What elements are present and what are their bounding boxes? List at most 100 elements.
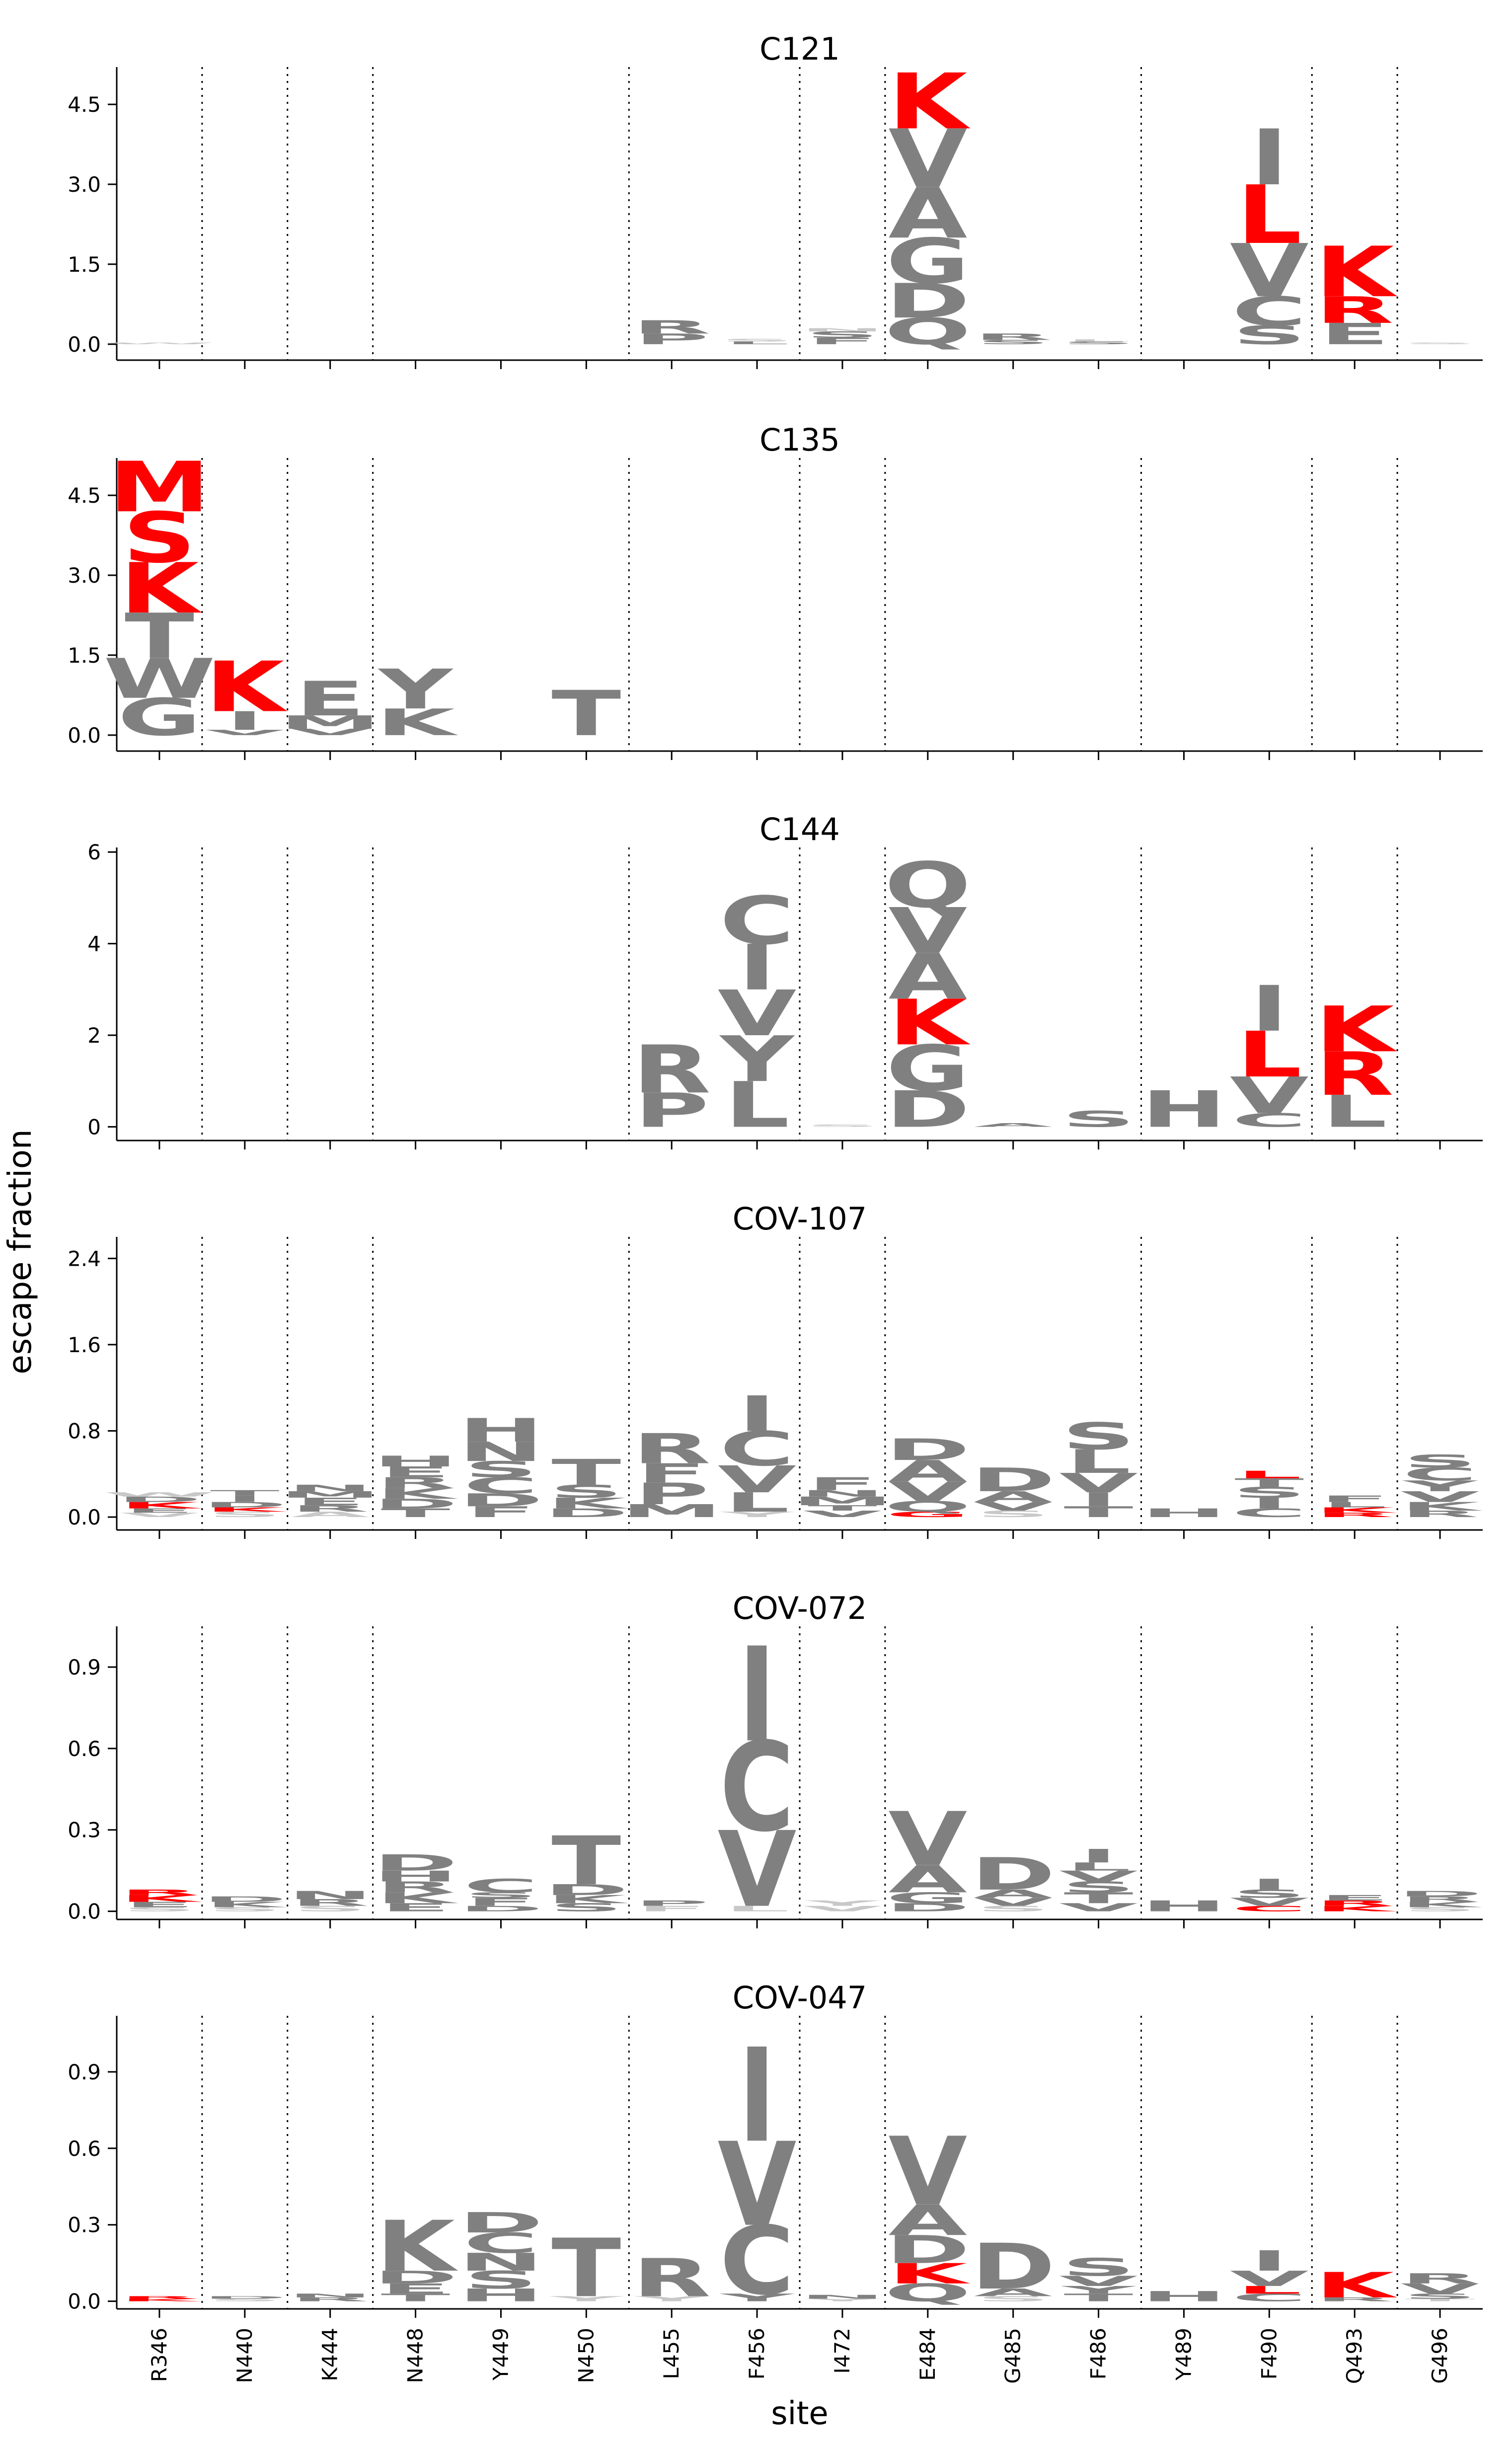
logo-letter: V: [120, 1512, 199, 1519]
logo-letter: I: [1250, 2245, 1288, 2277]
logo-letter: K: [120, 2298, 202, 2302]
logo-letter: K: [376, 1889, 459, 1907]
logo-letter: K: [376, 701, 458, 744]
logo-letter: I: [1250, 1876, 1288, 1893]
logo-letter: N: [288, 2292, 373, 2298]
panel-title: COV-047: [733, 1980, 867, 2016]
logo-letter: H: [1141, 1898, 1227, 1915]
logo-letter: D: [458, 1905, 543, 1913]
logo-letter: E: [1320, 1894, 1389, 1902]
logo-letter: V: [803, 1905, 882, 1913]
logo-letter: S: [1403, 1451, 1477, 1472]
panel-title: COV-072: [733, 1590, 867, 1626]
logo-letter: R: [1315, 1512, 1394, 1519]
logo-letter: K: [1401, 1901, 1483, 1909]
logo-letter: V: [1230, 1067, 1309, 1125]
logo-letter: A: [888, 941, 967, 1014]
logo-letter: N: [288, 1483, 373, 1494]
logo-letter: T: [1234, 1476, 1304, 1490]
y-tick-label: 4.5: [68, 92, 101, 117]
y-tick-label: 0.6: [68, 2137, 101, 2161]
site-label: L455: [659, 2328, 683, 2379]
logo-letter: R: [120, 1888, 199, 1897]
logo-letter: V: [974, 1500, 1053, 1514]
logo-letter: Q: [885, 849, 972, 922]
logo-letter: S: [1403, 1906, 1477, 1912]
logo-letter: S: [1062, 1107, 1135, 1132]
site-label: G485: [1001, 2328, 1025, 2384]
logo-letter: V: [888, 113, 967, 206]
logo-letter: F: [637, 1905, 706, 1913]
logo-letter: P: [634, 1477, 709, 1511]
logo-letter: D: [886, 1901, 970, 1914]
logo-letter: L: [725, 1069, 790, 1142]
logo-letter: I: [1250, 973, 1288, 1046]
logo-letter: V: [718, 1809, 797, 1930]
logo-letter: C: [1232, 1109, 1307, 1131]
logo-letter: H: [458, 2285, 544, 2305]
logo-letter: A: [888, 2196, 967, 2245]
logo-letter: Y: [719, 1023, 795, 1096]
logo-letter: V: [803, 1509, 882, 1520]
logo-letter: S: [208, 1906, 282, 1912]
logo-letter: F: [466, 1503, 535, 1521]
logo-letter: A: [974, 2287, 1053, 2298]
panel-title: C135: [759, 422, 840, 458]
logo-letter: T: [1064, 1503, 1134, 1521]
logo-letter: F: [808, 336, 877, 346]
logo-letter: K: [888, 987, 971, 1060]
logo-letter: D: [886, 1433, 970, 1467]
logo-letter: M: [621, 1501, 722, 1522]
logo-letter: T: [808, 1504, 877, 1512]
logo-letter: V: [1230, 1896, 1309, 1909]
panel-cov-072: COV-0720.00.30.60.9SEKRSKDSRNEKRHDDFSCSK…: [68, 1590, 1483, 1930]
site-label: F486: [1086, 2328, 1111, 2379]
y-tick-label: 1.5: [68, 252, 101, 277]
logo-letter: H: [373, 1868, 458, 1885]
logo-letter: R: [1315, 289, 1394, 331]
logo-letter: D: [203, 2295, 287, 2299]
logo-letter: K: [120, 548, 202, 629]
logo-letter: C: [1403, 1464, 1478, 1485]
logo-letter: I: [1079, 1488, 1117, 1511]
logo-letter: D: [203, 1501, 287, 1509]
logo-letter: D: [458, 1490, 543, 1511]
logo-letter: E: [125, 1901, 194, 1909]
logo-letter: H: [373, 1452, 458, 1470]
logo-letter: M: [280, 1490, 381, 1500]
logo-letter: D: [373, 2267, 457, 2288]
logo-letter: Y: [548, 2295, 624, 2303]
logo-letter: F: [466, 1896, 535, 1909]
logo-letter: D: [544, 1881, 628, 1899]
logo-letter: I: [1250, 1495, 1288, 1512]
logo-letter: T: [1405, 2298, 1475, 2302]
logo-letter: C: [463, 1473, 538, 1499]
logo-letter: V: [974, 1896, 1053, 1909]
logo-letter: P: [634, 331, 709, 348]
logo-letter: N: [458, 1437, 544, 1467]
panel-title: C144: [759, 811, 840, 847]
logo-letter: V: [888, 2117, 967, 2227]
logo-letter: V: [1230, 229, 1309, 313]
y-tick-label: 1.6: [68, 1333, 101, 1357]
site-label: R346: [147, 2328, 171, 2382]
y-tick-label: 0: [87, 1115, 101, 1139]
logo-letter: H: [1141, 1506, 1227, 1520]
logo-letter: S: [549, 1901, 623, 1914]
logo-letter: V: [718, 978, 797, 1051]
logo-letter: P: [634, 1083, 709, 1138]
logo-letter: S: [977, 339, 1050, 346]
logo-letter: I: [738, 1620, 776, 1771]
logo-letter: D: [203, 1895, 287, 1904]
site-label: G496: [1428, 2328, 1452, 2384]
logo-letter: K: [1315, 232, 1398, 312]
logo-letter: T: [210, 1489, 280, 1497]
logo-letter: R: [377, 1474, 455, 1492]
logo-letter: F: [1320, 1494, 1389, 1504]
logo-letter: V: [205, 728, 284, 737]
logo-letter: S: [464, 2266, 538, 2294]
logo-letter: G: [886, 226, 970, 298]
logo-letter: S: [208, 2298, 282, 2302]
logo-letter: G: [886, 1032, 970, 1105]
